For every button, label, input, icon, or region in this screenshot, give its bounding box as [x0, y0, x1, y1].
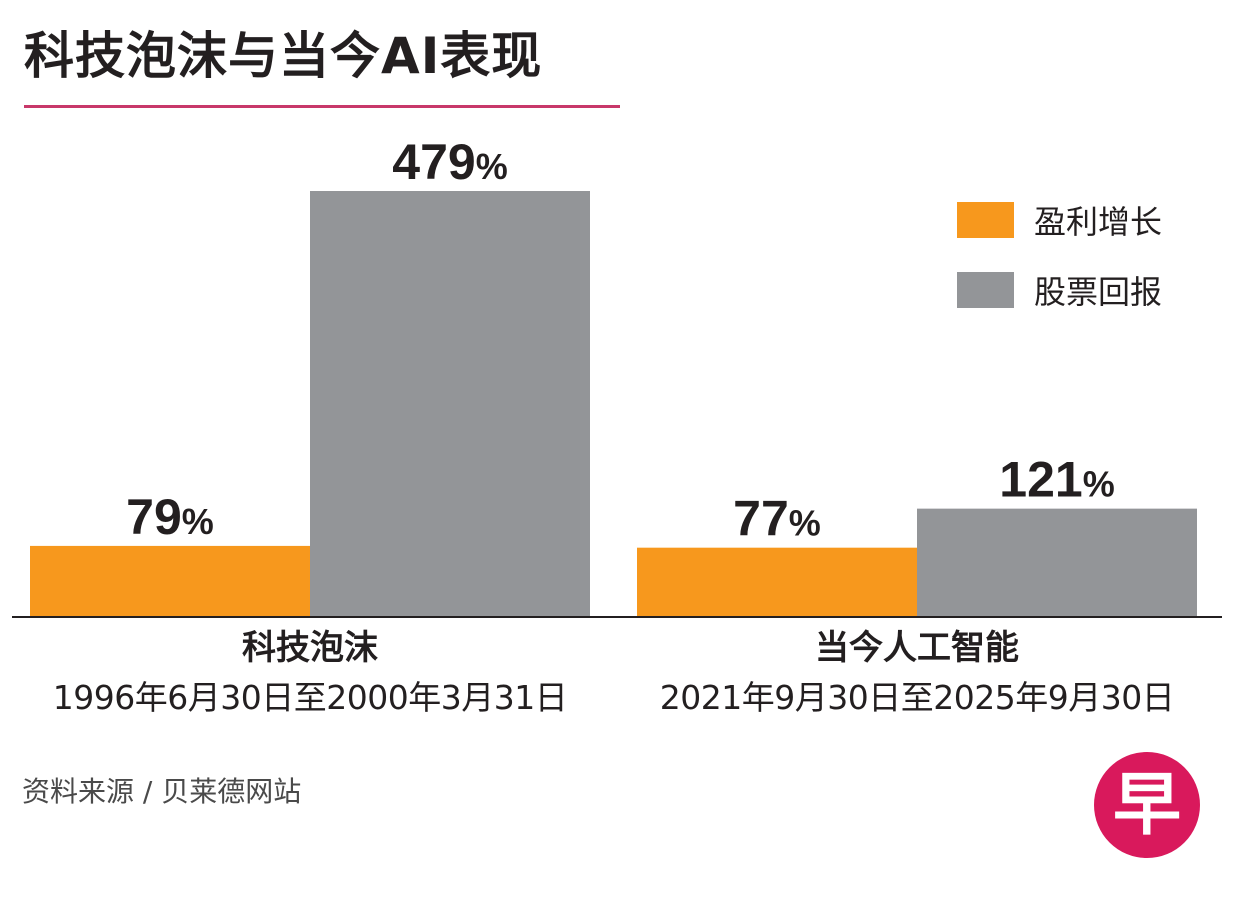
- category-label-ai-today: 当今人工智能: [815, 628, 1019, 668]
- bar-earnings-1: [637, 547, 917, 616]
- bar-stock-0: [310, 191, 590, 616]
- category-period-tech-bubble: 1996年6月30日至2000年3月31日: [52, 678, 568, 717]
- logo-glyph: 早: [1112, 765, 1181, 845]
- zaobao-logo-icon: 早: [1094, 752, 1200, 858]
- legend-swatch-stock: [957, 272, 1014, 308]
- legend-item-stock: 股票回报: [957, 266, 1162, 314]
- legend-label-earnings: 盈利增长: [1034, 203, 1163, 241]
- chart-title: 科技泡沫与当今AI表现: [24, 27, 543, 85]
- legend-label-stock: 股票回报: [1034, 273, 1163, 311]
- data-label-stock-1: 121%: [999, 452, 1114, 508]
- bar-earnings-0: [30, 545, 310, 616]
- category-period-ai-today: 2021年9月30日至2025年9月30日: [659, 678, 1175, 717]
- category-label-tech-bubble: 科技泡沫: [242, 628, 378, 668]
- title-underline: [24, 105, 620, 108]
- data-label-earnings-1: 77%: [733, 491, 821, 547]
- legend-item-earnings: 盈利增长: [957, 196, 1162, 244]
- legend: 盈利增长 股票回报: [957, 196, 1162, 336]
- source-note: 资料来源 / 贝莱德网站: [22, 775, 302, 808]
- legend-swatch-earnings: [957, 202, 1014, 238]
- data-label-stock-0: 479%: [392, 134, 507, 190]
- bar-stock-1: [917, 508, 1197, 616]
- data-label-earnings-0: 79%: [126, 489, 214, 545]
